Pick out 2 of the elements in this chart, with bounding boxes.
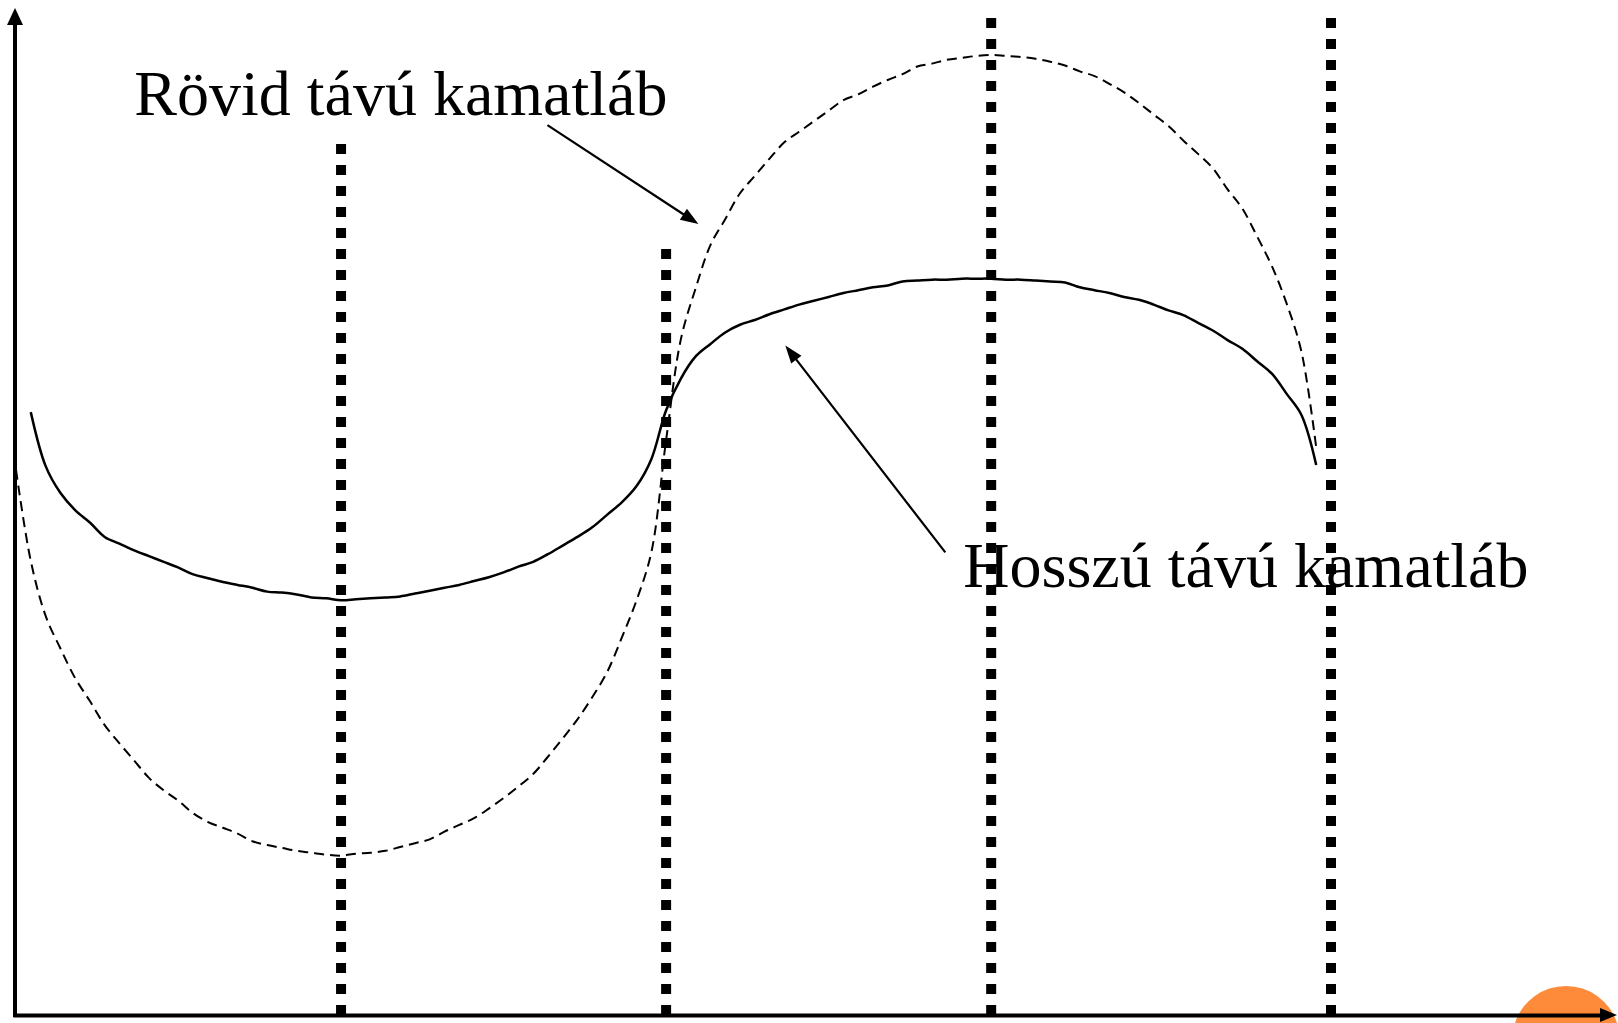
series-label: Rövid távú kamatláb [134, 58, 668, 130]
series-label: Hosszú távú kamatláb [963, 530, 1529, 602]
